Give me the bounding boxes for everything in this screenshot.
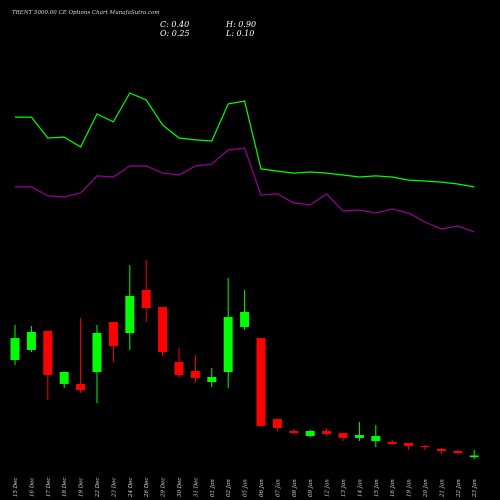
x-tick-label: 18 Dec: [62, 478, 68, 498]
x-tick-label: 23 Jan: [472, 479, 478, 498]
x-tick-label: 09 Jan: [308, 479, 314, 497]
candle-body: [256, 338, 266, 427]
x-tick-label: 17 Dec: [46, 478, 52, 498]
chart-title: TRENT 5000.00 CE Options Chart MunafaSut…: [12, 10, 160, 16]
candle-body: [436, 448, 446, 451]
x-tick-label: 13 Jan: [341, 479, 347, 497]
candle-body: [387, 442, 397, 445]
candle-body: [76, 383, 86, 391]
x-tick-label: 06 Jan: [259, 479, 265, 497]
x-tick-label: 12 Jan: [325, 479, 331, 497]
candle-body: [92, 332, 102, 373]
candle-body: [240, 311, 250, 328]
candle-body: [322, 430, 332, 435]
candle-body: [190, 371, 200, 378]
candle-body: [469, 455, 479, 458]
candle-body: [371, 436, 381, 441]
x-tick-label: 19 Dec: [79, 478, 85, 498]
x-tick-label: 23 Dec: [111, 478, 117, 499]
candle-body: [158, 307, 168, 352]
high-label: H: 0.90: [225, 20, 256, 29]
x-tick-label: 15 Dec: [13, 478, 19, 498]
x-tick-label: 14 Jan: [357, 479, 363, 497]
x-tick-label: 21 Jan: [439, 479, 445, 498]
x-tick-label: 01 Jan: [210, 479, 216, 497]
x-tick-label: 02 Jan: [226, 479, 232, 497]
open-label: O: 0.25: [160, 29, 190, 38]
x-tick-label: 29 Dec: [161, 478, 167, 499]
candle-body: [141, 290, 151, 309]
candle-body: [354, 435, 364, 438]
x-tick-label: 26 Dec: [144, 478, 150, 499]
x-tick-label: 16 Jan: [390, 479, 396, 497]
candle-body: [404, 443, 414, 447]
x-tick-label: 08 Jan: [292, 479, 298, 497]
indicator-line: [15, 92, 475, 188]
x-tick-label: 20 Jan: [423, 479, 429, 498]
candle-body: [108, 321, 118, 347]
x-tick-label: 22 Dec: [95, 478, 101, 499]
x-tick-label: 31 Dec: [193, 478, 199, 498]
candle-body: [305, 430, 315, 437]
close-label: C: 0.40: [160, 20, 189, 29]
candle-body: [59, 372, 69, 384]
x-tick-label: 05 Jan: [243, 479, 249, 497]
x-tick-label: 16 Dec: [29, 478, 35, 498]
x-tick-label: 07 Jan: [275, 479, 281, 497]
x-tick-label: 30 Dec: [177, 478, 183, 498]
candle-body: [453, 451, 463, 454]
candle-body: [272, 419, 282, 429]
x-tick-label: 15 Jan: [374, 479, 380, 497]
candle-body: [207, 376, 217, 383]
candle-body: [125, 295, 135, 333]
x-tick-label: 22 Jan: [456, 479, 462, 498]
indicator-line: [15, 147, 475, 233]
x-tick-label: 19 Jan: [407, 479, 413, 497]
candle-body: [289, 430, 299, 433]
candle-body: [420, 446, 430, 448]
candle-body: [338, 433, 348, 438]
candle-body: [26, 331, 36, 350]
candle-body: [10, 338, 20, 360]
x-tick-label: 24 Dec: [128, 478, 134, 499]
candle-body: [223, 317, 233, 373]
candle-body: [174, 362, 184, 375]
candle-body: [43, 330, 53, 375]
low-label: L: 0.10: [225, 29, 254, 38]
